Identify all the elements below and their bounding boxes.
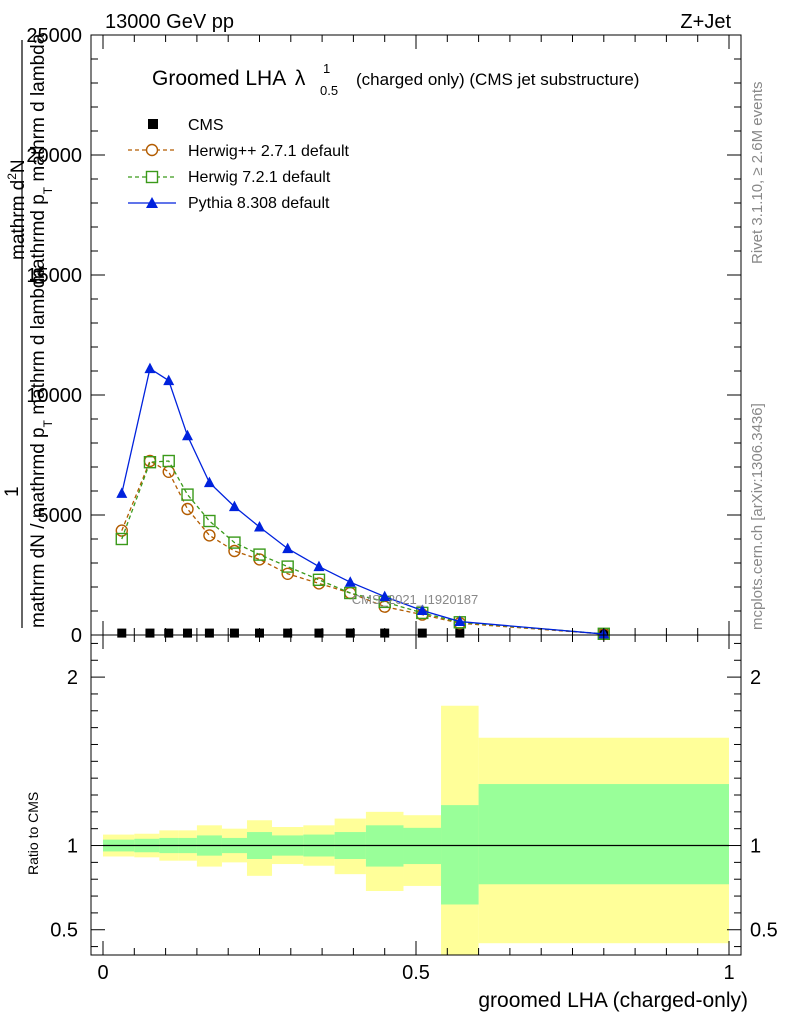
ratio-panel: 0.5 0.5 1 1 2 2 0 0.5 1 [50, 634, 778, 984]
ratio-y-tick-label-right: 2 [750, 667, 761, 689]
cms-data-point [183, 628, 193, 638]
ylabel-denominator: mathrm dN / mathrmd pT mathrm d lambda [28, 267, 55, 628]
plot-title: Groomed LHA λ [152, 67, 306, 90]
ratio-y-tick-label-right: 1 [750, 836, 761, 858]
rivet-label: Rivet 3.1.10, ≥ 2.6M events [749, 82, 766, 265]
main-y-tick-label: 0 [71, 625, 82, 647]
cms-data-point [164, 628, 174, 638]
herwig7-point [312, 573, 326, 586]
ratio-y-tick-label-left: 1 [67, 836, 78, 858]
herwig7-point [344, 586, 357, 600]
pythia-point [228, 500, 240, 512]
title-lambda: λ [295, 67, 306, 90]
legend-label-herwig7: Herwig 7.2.1 default [188, 169, 331, 186]
herwig7-point [162, 454, 175, 468]
analysis-watermark: CMS_2021_I1920187 [352, 592, 479, 607]
herwig7-point [281, 560, 294, 573]
main-plot-area [115, 362, 610, 641]
ylabel-upper: mathrmd pT mathrm d lambda [28, 33, 55, 285]
ylabel-numerator: 1 [2, 486, 23, 497]
pythia-point [454, 615, 466, 627]
cms-data-point [229, 628, 239, 638]
pythia-point [344, 576, 356, 587]
x-tick-label: 0.5 [402, 962, 430, 984]
herwigpp-point [281, 567, 294, 580]
title-main: Groomed LHA [152, 67, 286, 90]
pythia-point [254, 521, 265, 532]
stat-uncertainty-band [441, 805, 479, 905]
main-y-axis: 0 5000 10000 15000 20000 25000 [26, 25, 741, 647]
legend-label-herwigpp: Herwig++ 2.7.1 default [188, 143, 350, 160]
herwig7-point [181, 488, 194, 501]
herwig7-point [203, 514, 216, 528]
cms-data-point [345, 628, 355, 638]
header-right: Z+Jet [680, 11, 731, 33]
herwigpp-point [312, 577, 326, 590]
main-y-label: mathrm d2N mathrmd pT mathrm d lambda 1 … [2, 33, 55, 628]
cms-data-point [283, 628, 293, 638]
ratio-plot-area [103, 705, 729, 955]
herwig7-point [253, 548, 266, 561]
ratio-y-tick-label-left: 0.5 [50, 920, 78, 942]
main-panel: 0 5000 10000 15000 20000 25000 [26, 25, 742, 647]
herwig7-point [115, 532, 128, 546]
ratio-y-label: Ratio to CMS [25, 792, 41, 875]
ratio-frame [90, 634, 742, 956]
cms-data-point [417, 628, 427, 638]
x-tick-label: 0 [97, 962, 108, 984]
pythia-point [203, 476, 215, 488]
cms-data-point [204, 628, 214, 638]
stat-uncertainty-band [478, 784, 729, 885]
legend-marker-herwig7 [145, 170, 159, 184]
legend-marker-cms [148, 119, 158, 129]
pythia-point [416, 604, 428, 616]
main-y-tick-label: 25000 [26, 25, 82, 47]
herwig7-point [143, 456, 157, 469]
header-left: 13000 GeV pp [105, 11, 234, 33]
herwig7-point [228, 536, 241, 549]
legend-label-pythia: Pythia 8.308 default [188, 195, 330, 212]
legend-marker-pythia [146, 197, 158, 208]
main-y-tick-label: 10000 [26, 385, 82, 407]
herwigpp-point [181, 502, 194, 516]
legend-label-cms: CMS [188, 117, 224, 134]
mcplots-label: mcplots.cern.ch [arXiv:1306.3436] [749, 403, 766, 630]
pythia-point [313, 560, 325, 572]
ratio-axes: 0.5 0.5 1 1 2 2 0 0.5 1 [50, 635, 778, 984]
cms-data-point [117, 628, 127, 638]
main-y-tick-label: 20000 [26, 145, 82, 167]
pythia-point [282, 542, 294, 554]
ylabel-top: mathrm d2N [5, 159, 29, 260]
legend-marker-herwigpp [145, 143, 159, 157]
series-line-3 [121, 367, 604, 635]
series-line-2 [121, 460, 604, 635]
pythia-point [379, 590, 391, 602]
herwigpp-point [115, 524, 128, 537]
pythia-point [116, 487, 128, 498]
pythia-point [163, 374, 175, 386]
legend: CMS Herwig++ 2.7.1 default Herwig 7.2.1 … [128, 117, 350, 212]
main-y-tick-label: 5000 [38, 505, 83, 527]
cms-data-point [145, 628, 155, 638]
ratio-y-tick-label-left: 2 [67, 667, 78, 689]
pythia-point [182, 429, 194, 441]
herwigpp-point [228, 544, 241, 558]
main-y-tick-label: 15000 [26, 265, 82, 287]
cms-data-point [314, 628, 324, 638]
x-axis-label: groomed LHA (charged-only) [478, 989, 748, 1012]
x-tick-label: 1 [723, 962, 734, 984]
pythia-point [144, 362, 156, 374]
ratio-y-tick-label-right: 0.5 [750, 920, 778, 942]
title-rest: (charged only) (CMS jet substructure) [356, 70, 639, 89]
series-line-1 [121, 460, 604, 635]
title-sup: 1 [323, 61, 330, 76]
herwigpp-point [203, 529, 216, 542]
title-sub: 0.5 [320, 83, 338, 98]
cms-data-point [455, 628, 465, 638]
